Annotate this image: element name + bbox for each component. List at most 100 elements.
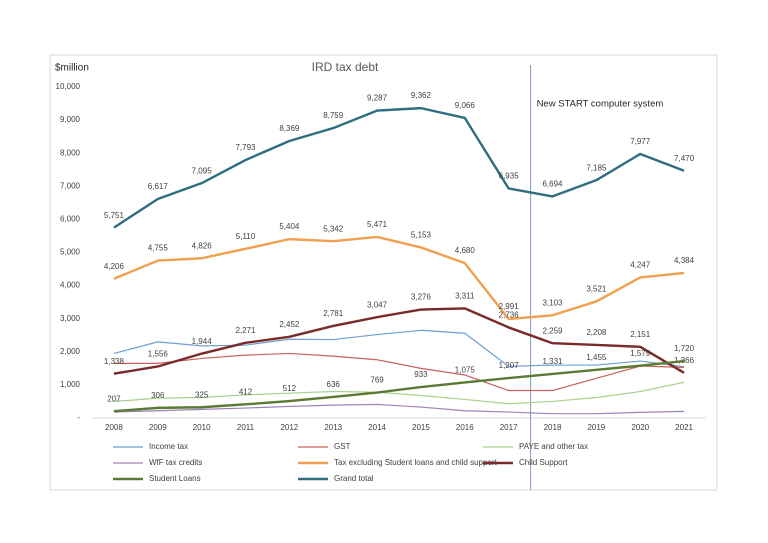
x-tick-label: 2011 (237, 423, 255, 432)
legend-label: PAYE and other tax (519, 442, 588, 451)
x-tick-label: 2015 (412, 423, 430, 432)
data-label: 1,720 (674, 344, 695, 353)
data-label: 1,556 (148, 350, 169, 359)
data-label: 5,404 (279, 222, 300, 231)
legend-label: Student Loans (149, 474, 201, 483)
data-label: 1,944 (192, 337, 213, 346)
series-line (113, 403, 685, 415)
data-label: 2,991 (499, 302, 520, 311)
data-label: 2,259 (542, 326, 563, 335)
data-label: 4,384 (674, 256, 695, 265)
data-label: 1,579 (630, 349, 651, 358)
data-label: 1,207 (499, 361, 520, 370)
data-label: 7,095 (192, 166, 213, 175)
data-label: 2,271 (235, 326, 256, 335)
data-label: 1,075 (455, 366, 476, 375)
data-label: 412 (239, 387, 253, 396)
y-tick-label: 2,000 (60, 347, 81, 356)
y-axis-label: $million (55, 63, 89, 74)
legend-label: WfF tax credits (149, 458, 202, 467)
data-label: 306 (151, 391, 165, 400)
chart-frame (49, 54, 718, 491)
data-label: 2,452 (279, 320, 300, 329)
data-label: 9,362 (411, 91, 432, 100)
series-line (113, 329, 685, 368)
data-label: 5,153 (411, 231, 432, 240)
data-label: 2,151 (630, 330, 651, 339)
y-tick-label: 7,000 (60, 181, 81, 190)
series-line (113, 235, 685, 321)
data-label: 2,781 (323, 309, 344, 318)
data-label: 1,455 (586, 353, 607, 362)
y-tick-label: 8,000 (60, 148, 81, 157)
data-label: 5,751 (104, 211, 125, 220)
annotation-text: New START computer system (537, 99, 664, 110)
data-label: 3,521 (586, 285, 607, 294)
y-tick-label: 1,000 (60, 380, 81, 389)
y-tick-label: 4,000 (60, 281, 81, 290)
x-tick-label: 2020 (631, 423, 649, 432)
data-label: 8,369 (279, 124, 300, 133)
data-label: 207 (107, 394, 121, 403)
chart-title: IRD tax debt (312, 60, 379, 74)
data-label: 4,247 (630, 261, 651, 270)
y-tick-label: 5,000 (60, 248, 81, 257)
data-label: 8,759 (323, 111, 344, 120)
legend-label: Tax excluding Student loans and child su… (334, 458, 498, 467)
x-tick-label: 2013 (324, 423, 342, 432)
data-label: 3,047 (367, 300, 388, 309)
data-label: 1,331 (542, 357, 563, 366)
data-label: 3,276 (411, 293, 432, 302)
data-label: 7,977 (630, 137, 651, 146)
x-tick-label: 2016 (456, 423, 474, 432)
data-label: 6,935 (499, 172, 520, 181)
legend-label: Child Support (519, 458, 568, 467)
x-tick-label: 2019 (587, 423, 605, 432)
data-label: 2,736 (499, 311, 520, 320)
data-label: 9,287 (367, 94, 388, 103)
data-label: 636 (327, 380, 341, 389)
y-tick-label: 9,000 (60, 115, 81, 124)
y-tick-label: 6,000 (60, 215, 81, 224)
y-tick-label: - (77, 413, 80, 422)
y-tick-label: 10,000 (56, 82, 81, 91)
series-line (113, 106, 685, 229)
data-label: 9,066 (455, 101, 476, 110)
x-tick-label: 2021 (675, 423, 693, 432)
data-label: 4,206 (104, 262, 125, 271)
data-label: 6,694 (542, 180, 563, 189)
data-label: 769 (370, 376, 384, 385)
data-label: 4,826 (192, 241, 213, 250)
data-label: 1,338 (104, 357, 125, 366)
x-tick-label: 2017 (500, 423, 518, 432)
data-label: 5,110 (236, 232, 256, 241)
data-label: 7,185 (586, 163, 607, 172)
y-tick-label: 3,000 (60, 314, 81, 323)
data-label: 5,471 (367, 220, 388, 229)
legend-label: Grand total (334, 474, 374, 483)
data-label: 933 (414, 370, 428, 379)
data-label: 4,680 (455, 246, 476, 255)
data-label: 4,755 (148, 244, 169, 253)
x-tick-label: 2010 (193, 423, 211, 432)
data-label: 325 (195, 390, 209, 399)
series-line (113, 381, 685, 405)
x-tick-label: 2014 (368, 423, 386, 432)
data-label: 7,470 (674, 154, 695, 163)
data-label: 7,793 (235, 143, 256, 152)
series-line (113, 359, 685, 413)
data-label: 6,617 (148, 182, 169, 191)
data-label: 2,208 (586, 328, 607, 337)
x-tick-label: 2008 (105, 423, 123, 432)
data-label: 1,366 (674, 356, 695, 365)
data-label: 3,103 (542, 298, 563, 307)
legend-label: GST (334, 442, 351, 451)
x-tick-label: 2009 (149, 423, 167, 432)
x-tick-label: 2018 (544, 423, 562, 432)
series-line (113, 307, 685, 375)
data-label: 512 (283, 384, 297, 393)
x-tick-label: 2012 (280, 423, 298, 432)
data-label: 3,311 (455, 292, 475, 301)
data-label: 5,342 (323, 224, 344, 233)
